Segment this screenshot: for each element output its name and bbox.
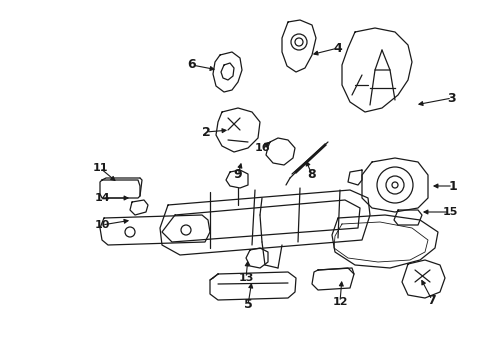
Text: 6: 6 — [187, 58, 196, 72]
Text: 5: 5 — [243, 298, 252, 311]
Text: 3: 3 — [447, 91, 455, 104]
Text: 13: 13 — [238, 273, 253, 283]
Text: 10: 10 — [94, 220, 109, 230]
Text: 16: 16 — [254, 143, 269, 153]
Text: 14: 14 — [95, 193, 111, 203]
Text: 11: 11 — [92, 163, 107, 173]
Text: 15: 15 — [442, 207, 457, 217]
Text: 2: 2 — [201, 126, 210, 139]
Text: 12: 12 — [331, 297, 347, 307]
Text: 9: 9 — [233, 168, 242, 181]
Text: 7: 7 — [427, 293, 435, 306]
Text: 8: 8 — [307, 168, 316, 181]
Text: 4: 4 — [333, 41, 342, 54]
Text: 1: 1 — [447, 180, 456, 193]
